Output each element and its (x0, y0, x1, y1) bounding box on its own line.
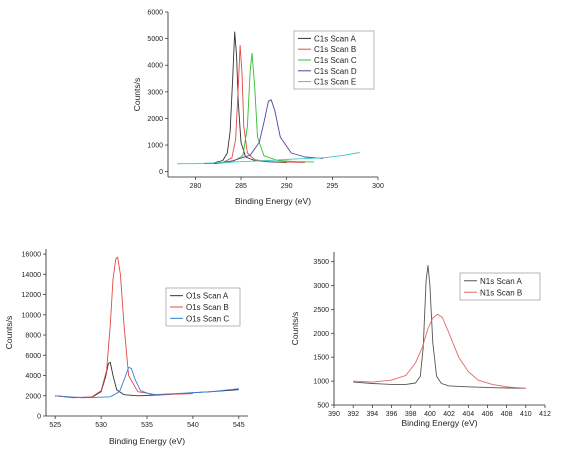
y-tick-label: 6000 (147, 10, 163, 17)
x-tick-label: 406 (482, 411, 494, 418)
y-tick-label: 1000 (147, 143, 163, 150)
series-line-2 (55, 256, 193, 399)
series-line-1 (204, 31, 287, 165)
series-line-5 (177, 152, 360, 165)
y-tick-label: 3000 (313, 283, 329, 290)
legend-entry: C1s Scan D (314, 67, 357, 76)
legend-entry: O1s Scan B (186, 303, 229, 312)
y-tick-label: 0 (159, 169, 163, 176)
y-tick-label: 500 (317, 403, 329, 410)
legend-entry: O1s Scan A (186, 292, 229, 301)
legend-entry: C1s Scan E (314, 78, 356, 87)
x-tick-label: 300 (372, 183, 384, 190)
x-tick-label: 295 (327, 183, 339, 190)
x-tick-label: 290 (281, 183, 293, 190)
y-tick-label: 6000 (25, 353, 41, 360)
y-tick-label: 4000 (147, 63, 163, 70)
x-tick-label: 398 (405, 411, 417, 418)
x-tick-label: 396 (386, 411, 398, 418)
y-axis-label: Counts/s (4, 316, 14, 350)
series-line-3 (213, 52, 315, 165)
x-tick-label: 412 (539, 411, 551, 418)
x-tick-label: 408 (501, 411, 513, 418)
c1s-chart-panel: 280 285 290 295 3000100020003000400050006000… (132, 10, 384, 207)
x-tick-label: 280 (190, 183, 202, 190)
legend-entry: N1s Scan A (480, 277, 522, 286)
y-tick-label: 2000 (147, 116, 163, 123)
y-tick-label: 2000 (313, 331, 329, 338)
y-tick-label: 0 (37, 414, 41, 421)
y-tick-label: 14000 (22, 272, 42, 279)
o1s-chart-panel: 525 530 535 540 545 0 2000 4000 6000 8000 10000 120… (4, 249, 248, 446)
x-tick-label: 285 (235, 183, 247, 190)
x-axis-label: Binding Energy (eV) (401, 418, 477, 428)
series-line-2 (209, 44, 306, 165)
x-tick-label: 392 (347, 411, 359, 418)
x-tick-label: 402 (443, 411, 455, 418)
y-tick-label: 2000 (25, 393, 41, 400)
x-tick-label: 540 (187, 422, 199, 429)
series-line-3 (55, 366, 239, 399)
legend-entry: C1s Scan C (314, 56, 357, 65)
x-axis-label: Binding Energy (eV) (235, 196, 311, 206)
x-tick-label: 410 (520, 411, 532, 418)
n1s-chart-panel: 390 392 394 396 398 400 402 404 406 408 410 412 500 1… (290, 252, 551, 428)
legend-box (293, 30, 375, 90)
x-tick-label: 400 (424, 411, 436, 418)
x-tick-label: 525 (49, 422, 61, 429)
series-line-2 (353, 313, 526, 389)
y-tick-label: 4000 (25, 373, 41, 380)
x-tick-label: 404 (462, 411, 474, 418)
legend-entry: C1s Scan A (314, 34, 356, 43)
x-tick-label: 390 (328, 411, 340, 418)
x-axis-label: Binding Energy (eV) (109, 436, 185, 446)
legend-entry: O1s Scan C (186, 314, 229, 323)
y-tick-label: 2500 (313, 307, 329, 314)
y-tick-label: 12000 (22, 292, 42, 299)
series-line-1 (353, 264, 526, 389)
x-tick-label: 545 (233, 422, 245, 429)
y-tick-label: 10000 (22, 312, 42, 319)
y-tick-label: 3000 (147, 89, 163, 96)
y-tick-label: 1000 (313, 379, 329, 386)
y-tick-label: 1500 (313, 355, 329, 362)
y-tick-label: 8000 (25, 333, 41, 340)
legend-box (459, 272, 541, 301)
y-axis-label: Counts/s (290, 312, 300, 346)
series-line-4 (213, 99, 324, 165)
y-tick-label: 3500 (313, 259, 329, 266)
x-tick-label: 394 (367, 411, 379, 418)
legend-entry: C1s Scan B (314, 45, 356, 54)
y-tick-label: 5000 (147, 36, 163, 43)
x-tick-label: 535 (141, 422, 153, 429)
y-axis-label: Counts/s (132, 78, 142, 112)
x-tick-label: 530 (95, 422, 107, 429)
legend-entry: N1s Scan B (480, 288, 522, 297)
y-tick-label: 16000 (22, 252, 42, 259)
